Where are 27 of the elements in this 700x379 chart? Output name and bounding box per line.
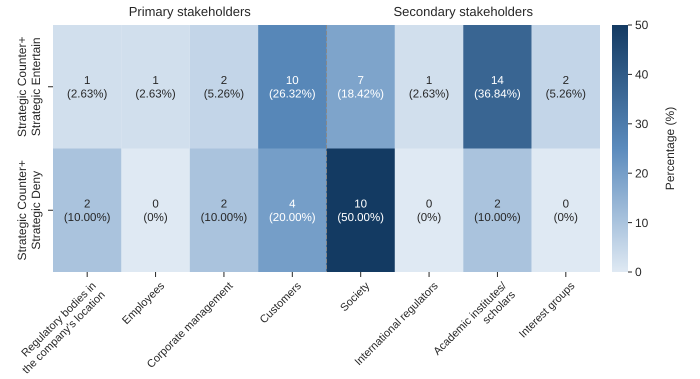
text: Secondary stakeholders xyxy=(392,4,534,19)
data-label: 0 (0%) xyxy=(554,198,578,224)
data-label: 2 (10.00%) xyxy=(64,198,111,224)
data-label: 14 (36.84%) xyxy=(474,74,521,101)
y-tick-label: Strategic Counter+ Strategic Entertain xyxy=(15,36,43,137)
y-tick-label: Strategic Counter+ Strategic Deny xyxy=(15,160,43,260)
data-label: 0 (0%) xyxy=(416,198,442,224)
color-bar-label: 50 xyxy=(635,18,649,32)
color-bar-label: 20 xyxy=(635,166,649,180)
data-label: 1 (2.63%) xyxy=(408,74,450,101)
data-label: 4 (20.00%) xyxy=(268,198,316,224)
data-label: 2 (5.26%) xyxy=(546,74,586,101)
data-label: 2 (5.26%) xyxy=(204,74,244,101)
data-label: 10 (26.32%) xyxy=(268,74,316,101)
data-label: 10 (50.00%) xyxy=(337,198,384,224)
color-bar-title: Percentage (%) xyxy=(663,106,677,190)
data-label: 0 (0%) xyxy=(143,198,168,224)
data-label: 7 (18.42%) xyxy=(337,74,384,101)
data-label: 2 (10.00%) xyxy=(200,198,248,224)
color-bar-label: 0 xyxy=(635,265,642,280)
data-label: 1 (2.63%) xyxy=(67,74,108,101)
color-bar-label: 10 xyxy=(635,216,649,230)
data-label: 2 (10.00%) xyxy=(474,198,521,224)
text: Primary stakeholders xyxy=(128,4,252,19)
color-bar-label: 40 xyxy=(635,68,649,82)
color-bar-label: 30 xyxy=(635,117,649,131)
data-label: 1 (2.63%) xyxy=(135,74,176,101)
